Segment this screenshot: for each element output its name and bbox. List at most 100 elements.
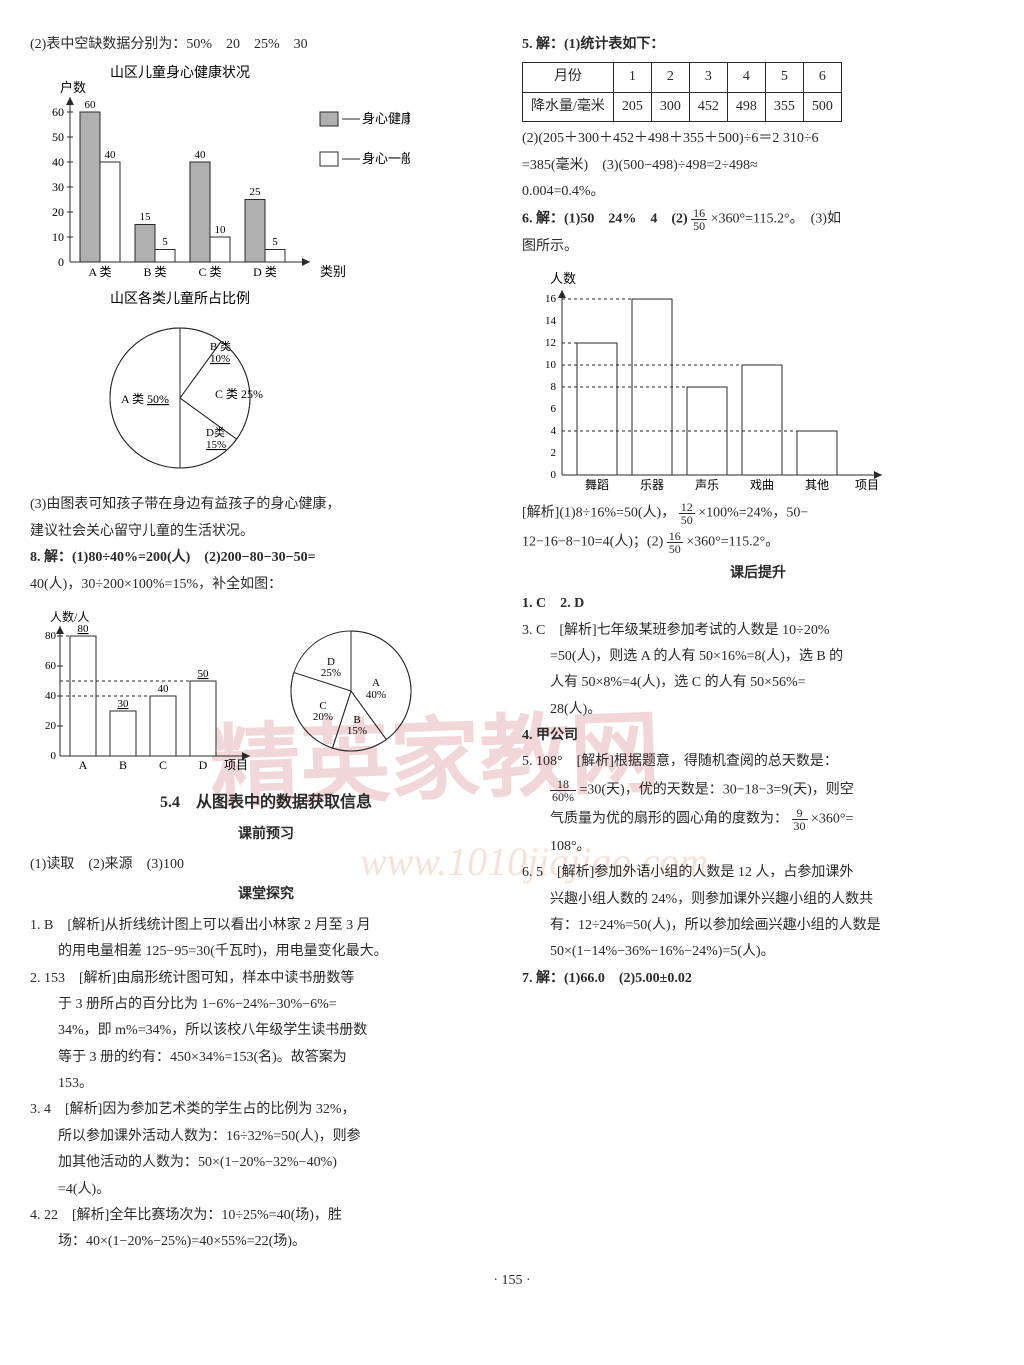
svg-text:60: 60 xyxy=(45,660,57,672)
svg-text:40: 40 xyxy=(52,155,64,169)
text: 108°。 xyxy=(522,836,994,858)
svg-text:40%: 40% xyxy=(366,689,386,701)
svg-text:25%: 25% xyxy=(321,667,341,679)
text: 于 3 册所占的百分比为 1−6%−24%−30%−6%= xyxy=(30,994,502,1016)
text: 3. 4 [解析]因为参加艺术类的学生占的比例为 32%， xyxy=(30,1099,502,1121)
svg-text:14: 14 xyxy=(545,315,557,327)
svg-text:10: 10 xyxy=(52,230,64,244)
text: 兴趣小组人数的 24%，则参加课外兴趣小组的人数共 xyxy=(522,889,994,911)
subsection: 课前预习 xyxy=(30,824,502,846)
text: 5. 解：(1)统计表如下： xyxy=(522,34,994,56)
svg-text:5: 5 xyxy=(162,236,168,248)
svg-text:A: A xyxy=(372,677,380,689)
svg-text:80: 80 xyxy=(78,623,90,635)
svg-text:A: A xyxy=(79,758,88,772)
svg-text:人数/人: 人数/人 xyxy=(50,609,89,624)
svg-text:A 类: A 类 xyxy=(88,265,111,279)
svg-text:乐器: 乐器 xyxy=(640,478,664,492)
text: 有：12÷24%=50(人)，所以参加绘画兴趣小组的人数是 xyxy=(522,915,994,937)
text: =4(人)。 xyxy=(30,1179,502,1201)
svg-text:项目: 项目 xyxy=(855,478,879,492)
svg-text:6: 6 xyxy=(551,403,557,415)
bar-chart-3: 人数 0 2 4 6 8 10 12 14 16 舞蹈 乐器 声乐 戏曲 其他 … xyxy=(522,265,902,495)
svg-text:身心一般: 身心一般 xyxy=(362,151,410,166)
svg-text:2: 2 xyxy=(551,447,557,459)
text: 6. 5 [解析]参加外语小组的人数是 12 人，占参加课外 xyxy=(522,862,994,884)
svg-text:0: 0 xyxy=(58,255,64,269)
left-column: (2)表中空缺数据分别为：50% 20 25% 30 山区儿童身心健康状况 户数… xyxy=(30,30,502,1258)
text: 场：40×(1−20%−25%)=40×55%=22(场)。 xyxy=(30,1231,502,1253)
svg-text:人数: 人数 xyxy=(550,271,576,286)
text: =385(毫米) (3)(500−498)÷498=2÷498≈ xyxy=(522,155,994,177)
text: 建议社会关心留守儿童的生活状况。 xyxy=(30,521,502,543)
bar-chart-1: 山区儿童身心健康状况 户数 0 10 20 30 40 50 60 60 40 … xyxy=(30,62,410,282)
text: 人有 50×8%=4(人)，选 C 的人有 50×56%= xyxy=(522,672,994,694)
text: (2)(205＋300＋452＋498＋355＋500)÷6＝2 310÷6 xyxy=(522,128,994,150)
svg-text:C: C xyxy=(159,758,167,772)
text: 气质量为优的扇形的圆心角的度数为： 930 ×360°= xyxy=(522,807,994,832)
text: 1. B [解析]从折线统计图上可以看出小林家 2 月至 3 月 xyxy=(30,915,502,937)
svg-text:40: 40 xyxy=(45,690,57,702)
svg-text:身心健康: 身心健康 xyxy=(362,111,410,126)
svg-text:30: 30 xyxy=(52,180,64,194)
text: 1860% =30(天)，优的天数是：30−18−3=9(天)，则空 xyxy=(522,778,994,803)
svg-text:20%: 20% xyxy=(313,711,333,723)
table-5: 月份 1 2 3 4 5 6 降水量/毫米 205 300 452 498 35… xyxy=(522,62,842,122)
svg-text:60: 60 xyxy=(52,105,64,119)
section-title: 5.4 从图表中的数据获取信息 xyxy=(30,790,502,816)
svg-text:舞蹈: 舞蹈 xyxy=(585,478,609,492)
svg-text:声乐: 声乐 xyxy=(695,478,719,492)
svg-text:10%: 10% xyxy=(210,353,230,365)
svg-text:10: 10 xyxy=(545,359,557,371)
svg-text:山区各类儿童所占比例: 山区各类儿童所占比例 xyxy=(110,290,250,307)
svg-text:其他: 其他 xyxy=(805,478,829,492)
pie-chart-2: A 40% B 15% C 20% D 25% xyxy=(276,616,426,766)
svg-text:戏曲: 戏曲 xyxy=(750,478,774,492)
svg-text:B: B xyxy=(119,758,127,772)
text: 50×(1−14%−36%−16%−24%)=5(人)。 xyxy=(522,941,994,963)
svg-text:4: 4 xyxy=(551,425,557,437)
text: 4. 甲公司 xyxy=(522,725,994,747)
text: 加其他活动的人数为：50×(1−20%−32%−40%) xyxy=(30,1152,502,1174)
svg-text:D: D xyxy=(199,758,208,772)
subsection: 课堂探究 xyxy=(30,884,502,906)
svg-text:8: 8 xyxy=(551,381,557,393)
page-number: · 155 · xyxy=(30,1270,994,1292)
text: 图所示。 xyxy=(522,236,994,258)
svg-text:D类: D类 xyxy=(206,425,225,439)
svg-text:40: 40 xyxy=(158,683,170,695)
svg-text:B 类: B 类 xyxy=(143,265,166,279)
chart-title: 山区儿童身心健康状况 xyxy=(110,64,250,81)
text: [解析](1)8÷16%=50(人)， 1250 ×100%=24%，50− xyxy=(522,501,994,526)
svg-text:40: 40 xyxy=(195,149,207,161)
text: 8. 解：(1)80÷40%=200(人) (2)200−80−30−50= xyxy=(30,547,502,569)
text: 等于 3 册的约有：450×34%=153(名)。故答案为 xyxy=(30,1047,502,1069)
text: 的用电量相差 125−95=30(千瓦时)，用电量变化最大。 xyxy=(30,941,502,963)
text: 28(人)。 xyxy=(522,699,994,721)
text: 0.004=0.4%。 xyxy=(522,181,994,203)
text: 7. 解：(1)66.0 (2)5.00±0.02 xyxy=(522,968,994,990)
svg-text:16: 16 xyxy=(545,293,557,305)
svg-text:C 类: C 类 xyxy=(198,265,221,279)
right-column: 5. 解：(1)统计表如下： 月份 1 2 3 4 5 6 降水量/毫米 205… xyxy=(522,30,994,1258)
svg-text:50: 50 xyxy=(52,130,64,144)
text: 1. C 2. D xyxy=(522,593,994,615)
svg-text:30: 30 xyxy=(118,698,130,710)
svg-text:B 类: B 类 xyxy=(210,339,231,353)
svg-text:20: 20 xyxy=(45,720,57,732)
svg-text:15: 15 xyxy=(140,211,152,223)
text: 153。 xyxy=(30,1073,502,1095)
text: 34%，即 m%=34%，所以该校八年级学生读书册数 xyxy=(30,1020,502,1042)
svg-text:A 类 50%: A 类 50% xyxy=(121,392,169,406)
svg-text:D 类: D 类 xyxy=(253,265,277,279)
text: 2. 153 [解析]由扇形统计图可知，样本中读书册数等 xyxy=(30,968,502,990)
svg-text:10: 10 xyxy=(215,224,227,236)
svg-text:0: 0 xyxy=(551,469,557,481)
svg-text:0: 0 xyxy=(51,750,57,762)
svg-text:类别: 类别 xyxy=(320,264,346,279)
text: 40(人)，30÷200×100%=15%，补全如图： xyxy=(30,574,502,596)
text: =50(人)，则选 A 的人有 50×16%=8(人)，选 B 的 xyxy=(522,646,994,668)
bar-chart-2: 人数/人 0 20 40 60 80 80 30 40 50 ABCD项目 xyxy=(30,606,270,776)
text: (1)读取 (2)来源 (3)100 xyxy=(30,854,502,876)
svg-text:15%: 15% xyxy=(347,725,367,737)
